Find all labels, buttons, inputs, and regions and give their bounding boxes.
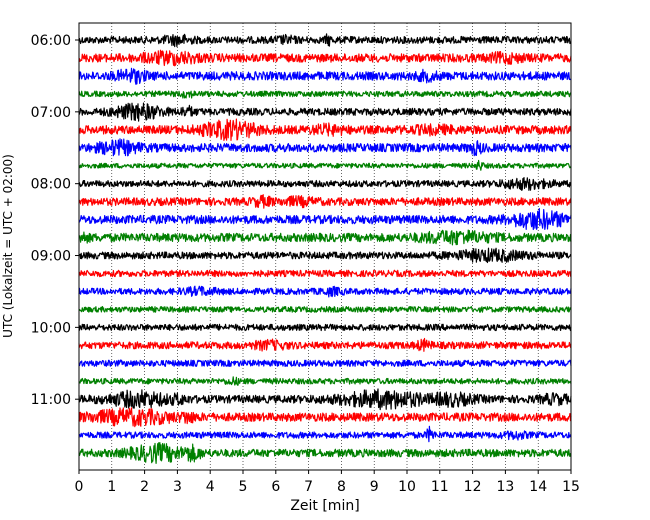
trace-0600 [78, 33, 572, 48]
trace-1145 [78, 442, 572, 464]
y-tick-label: 10:00 [31, 320, 71, 336]
x-tick-label: 12 [464, 479, 482, 495]
x-tick-label: 0 [75, 479, 84, 495]
trace-0900 [78, 247, 572, 264]
y-tick-label: 06:00 [31, 33, 71, 49]
trace-1115 [78, 407, 572, 428]
trace-0645 [78, 90, 572, 99]
trace-0830 [78, 208, 572, 231]
x-tick-label: 7 [304, 479, 313, 495]
y-tick-label: 07:00 [31, 105, 71, 121]
x-tick-label: 5 [239, 479, 248, 495]
trace-0730 [78, 138, 572, 157]
trace-0615 [78, 49, 572, 67]
trace-group [78, 33, 572, 464]
y-tick-label: 09:00 [31, 249, 71, 265]
y-axis-label: UTC (Lokalzeit = UTC + 02:00) [1, 154, 15, 338]
trace-0630 [78, 67, 572, 85]
trace-0700 [78, 102, 572, 122]
x-tick-label: 3 [173, 479, 182, 495]
trace-0930 [78, 285, 572, 298]
trace-1015 [78, 337, 572, 352]
trace-1100 [78, 388, 572, 411]
x-tick-label: 10 [398, 479, 416, 495]
x-tick-label: 1 [107, 479, 116, 495]
trace-1030 [78, 359, 572, 367]
x-axis: 0 1 2 3 4 5 6 7 8 9 10 11 12 13 14 15 [75, 470, 580, 495]
x-tick-label: 8 [337, 479, 346, 495]
trace-0945 [78, 306, 572, 313]
y-tick-label: 11:00 [31, 392, 71, 408]
trace-0845 [78, 229, 572, 246]
trace-1045 [78, 376, 572, 386]
y-axis: 06:00 07:00 08:00 09:00 10:00 11:00 [31, 33, 79, 408]
x-tick-label: 13 [496, 479, 514, 495]
x-tick-label: 2 [140, 479, 149, 495]
y-tick-label: 08:00 [31, 177, 71, 193]
trace-0745 [78, 159, 572, 171]
trace-0815 [78, 194, 572, 209]
x-tick-label: 9 [370, 479, 379, 495]
trace-0915 [78, 269, 572, 278]
x-tick-label: 11 [431, 479, 449, 495]
plot-frame [78, 22, 572, 471]
trace-1000 [78, 323, 572, 332]
trace-1130 [78, 425, 572, 443]
x-tick-label: 4 [206, 479, 215, 495]
x-axis-label: Zeit [min] [290, 498, 359, 514]
trace-0800 [78, 177, 572, 191]
x-tick-label: 14 [529, 479, 547, 495]
trace-0715 [78, 118, 572, 141]
x-tick-label: 6 [271, 479, 280, 495]
x-tick-label: 15 [562, 479, 580, 495]
